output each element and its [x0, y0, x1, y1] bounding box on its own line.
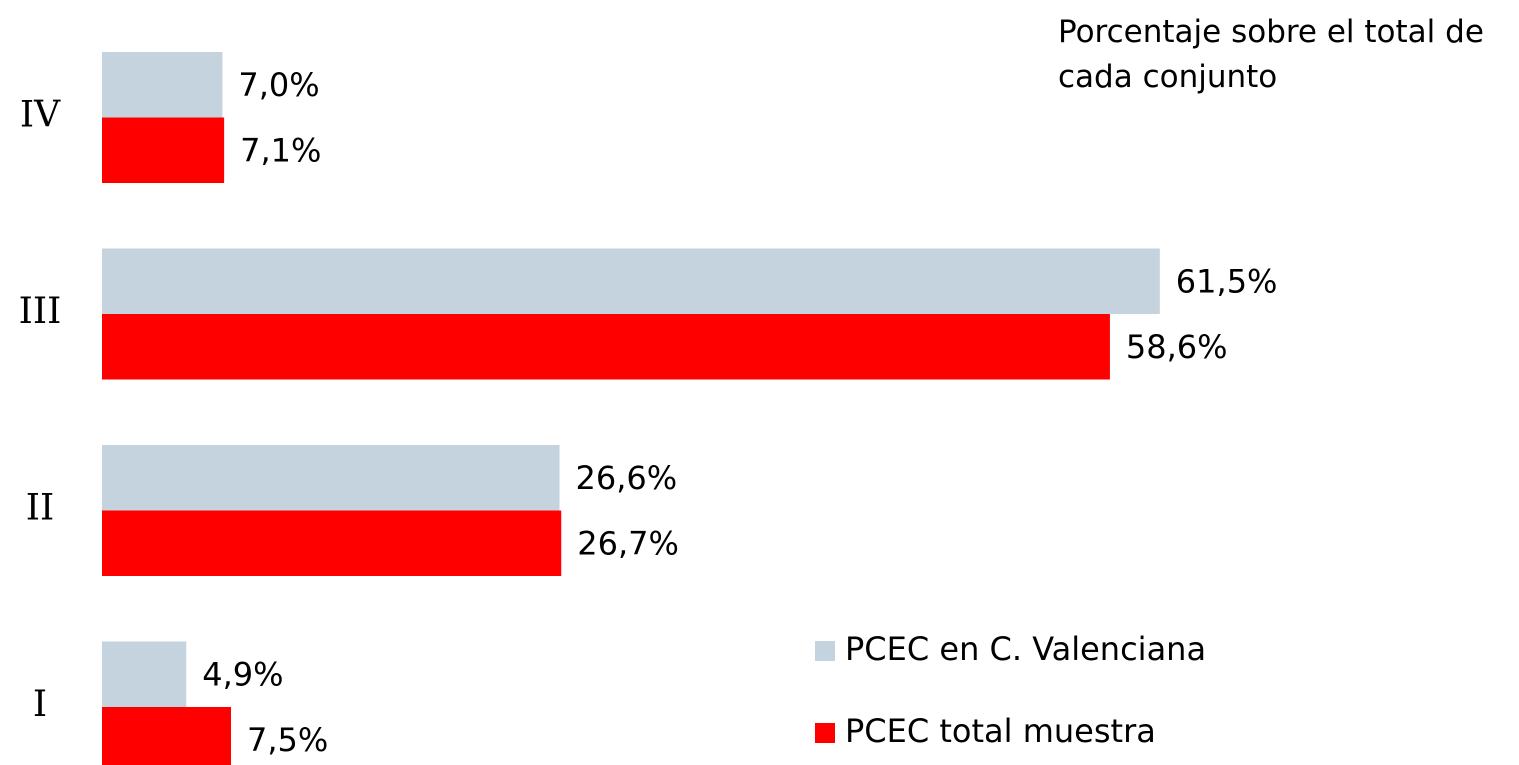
- bar: [102, 445, 560, 511]
- bar: [102, 117, 225, 183]
- legend-swatch: [815, 723, 835, 743]
- bar: [102, 510, 562, 576]
- bar: [102, 52, 223, 118]
- value-label: 26,7%: [577, 524, 679, 562]
- y-tick-label: II: [26, 488, 54, 529]
- value-label: 26,6%: [576, 459, 678, 497]
- y-tick-label: IV: [20, 95, 61, 136]
- legend-label: PCEC total muestra: [845, 712, 1156, 750]
- y-tick-label: III: [19, 291, 62, 332]
- legend-label: PCEC en C. Valenciana: [845, 630, 1206, 668]
- legend-swatch: [815, 641, 835, 661]
- bar: [102, 707, 231, 765]
- bar: [102, 314, 1110, 380]
- annotation: Porcentaje sobre el total de cada conjun…: [1058, 14, 1484, 95]
- value-label: 7,1%: [240, 131, 321, 169]
- value-label: 58,6%: [1126, 328, 1228, 366]
- value-label: 7,0%: [238, 66, 319, 104]
- value-label: 4,9%: [202, 655, 283, 693]
- value-label: 7,5%: [247, 721, 328, 759]
- y-tick-label: I: [33, 684, 47, 725]
- value-label: 61,5%: [1176, 262, 1278, 300]
- bar: [102, 641, 187, 707]
- bar: [102, 248, 1160, 314]
